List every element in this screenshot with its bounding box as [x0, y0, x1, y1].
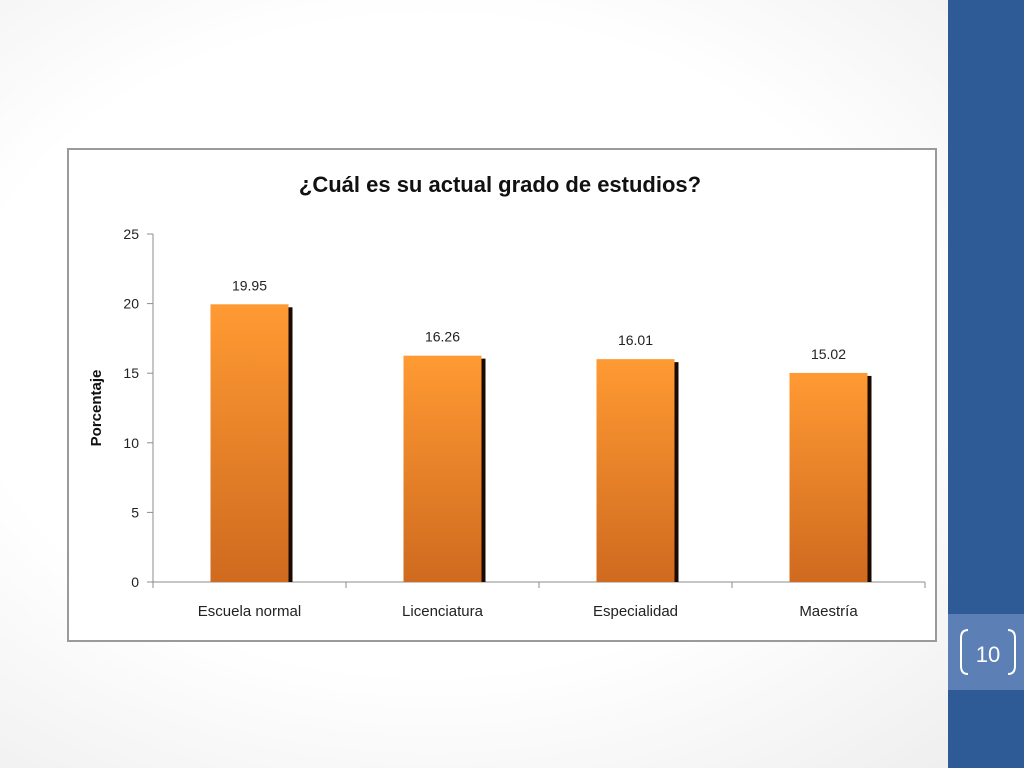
y-tick-label: 20 — [123, 296, 139, 312]
plot-area: 0 5 10 15 20 25 19.95 Escuela normal 16.26 Licenc… — [123, 226, 926, 620]
y-tick-label: 25 — [123, 226, 139, 242]
y-axis-label: Porcentaje — [88, 370, 105, 447]
data-label: 16.01 — [618, 332, 653, 348]
chart-frame: ¿Cuál es su actual grado de estudios? Po… — [67, 148, 937, 642]
bar — [789, 372, 868, 582]
bar — [403, 355, 482, 582]
bar-chart: ¿Cuál es su actual grado de estudios? Po… — [88, 172, 926, 620]
bar — [596, 359, 675, 582]
x-category-label: Maestría — [799, 603, 858, 620]
y-tick-label: 10 — [123, 435, 139, 451]
x-category-label: Escuela normal — [198, 603, 301, 620]
page-number: 10 — [975, 642, 1001, 667]
data-label: 15.02 — [811, 346, 846, 362]
data-label: 16.26 — [425, 329, 460, 345]
y-tick-label: 0 — [131, 574, 139, 590]
x-category-label: Especialidad — [593, 603, 678, 620]
y-tick-label: 5 — [131, 504, 139, 520]
bar — [210, 304, 289, 582]
y-tick-label: 15 — [123, 365, 139, 381]
x-category-label: Licenciatura — [402, 603, 484, 620]
chart-title: ¿Cuál es su actual grado de estudios? — [299, 172, 701, 197]
page-number-brackets — [960, 629, 1016, 675]
data-label: 19.95 — [232, 277, 267, 293]
